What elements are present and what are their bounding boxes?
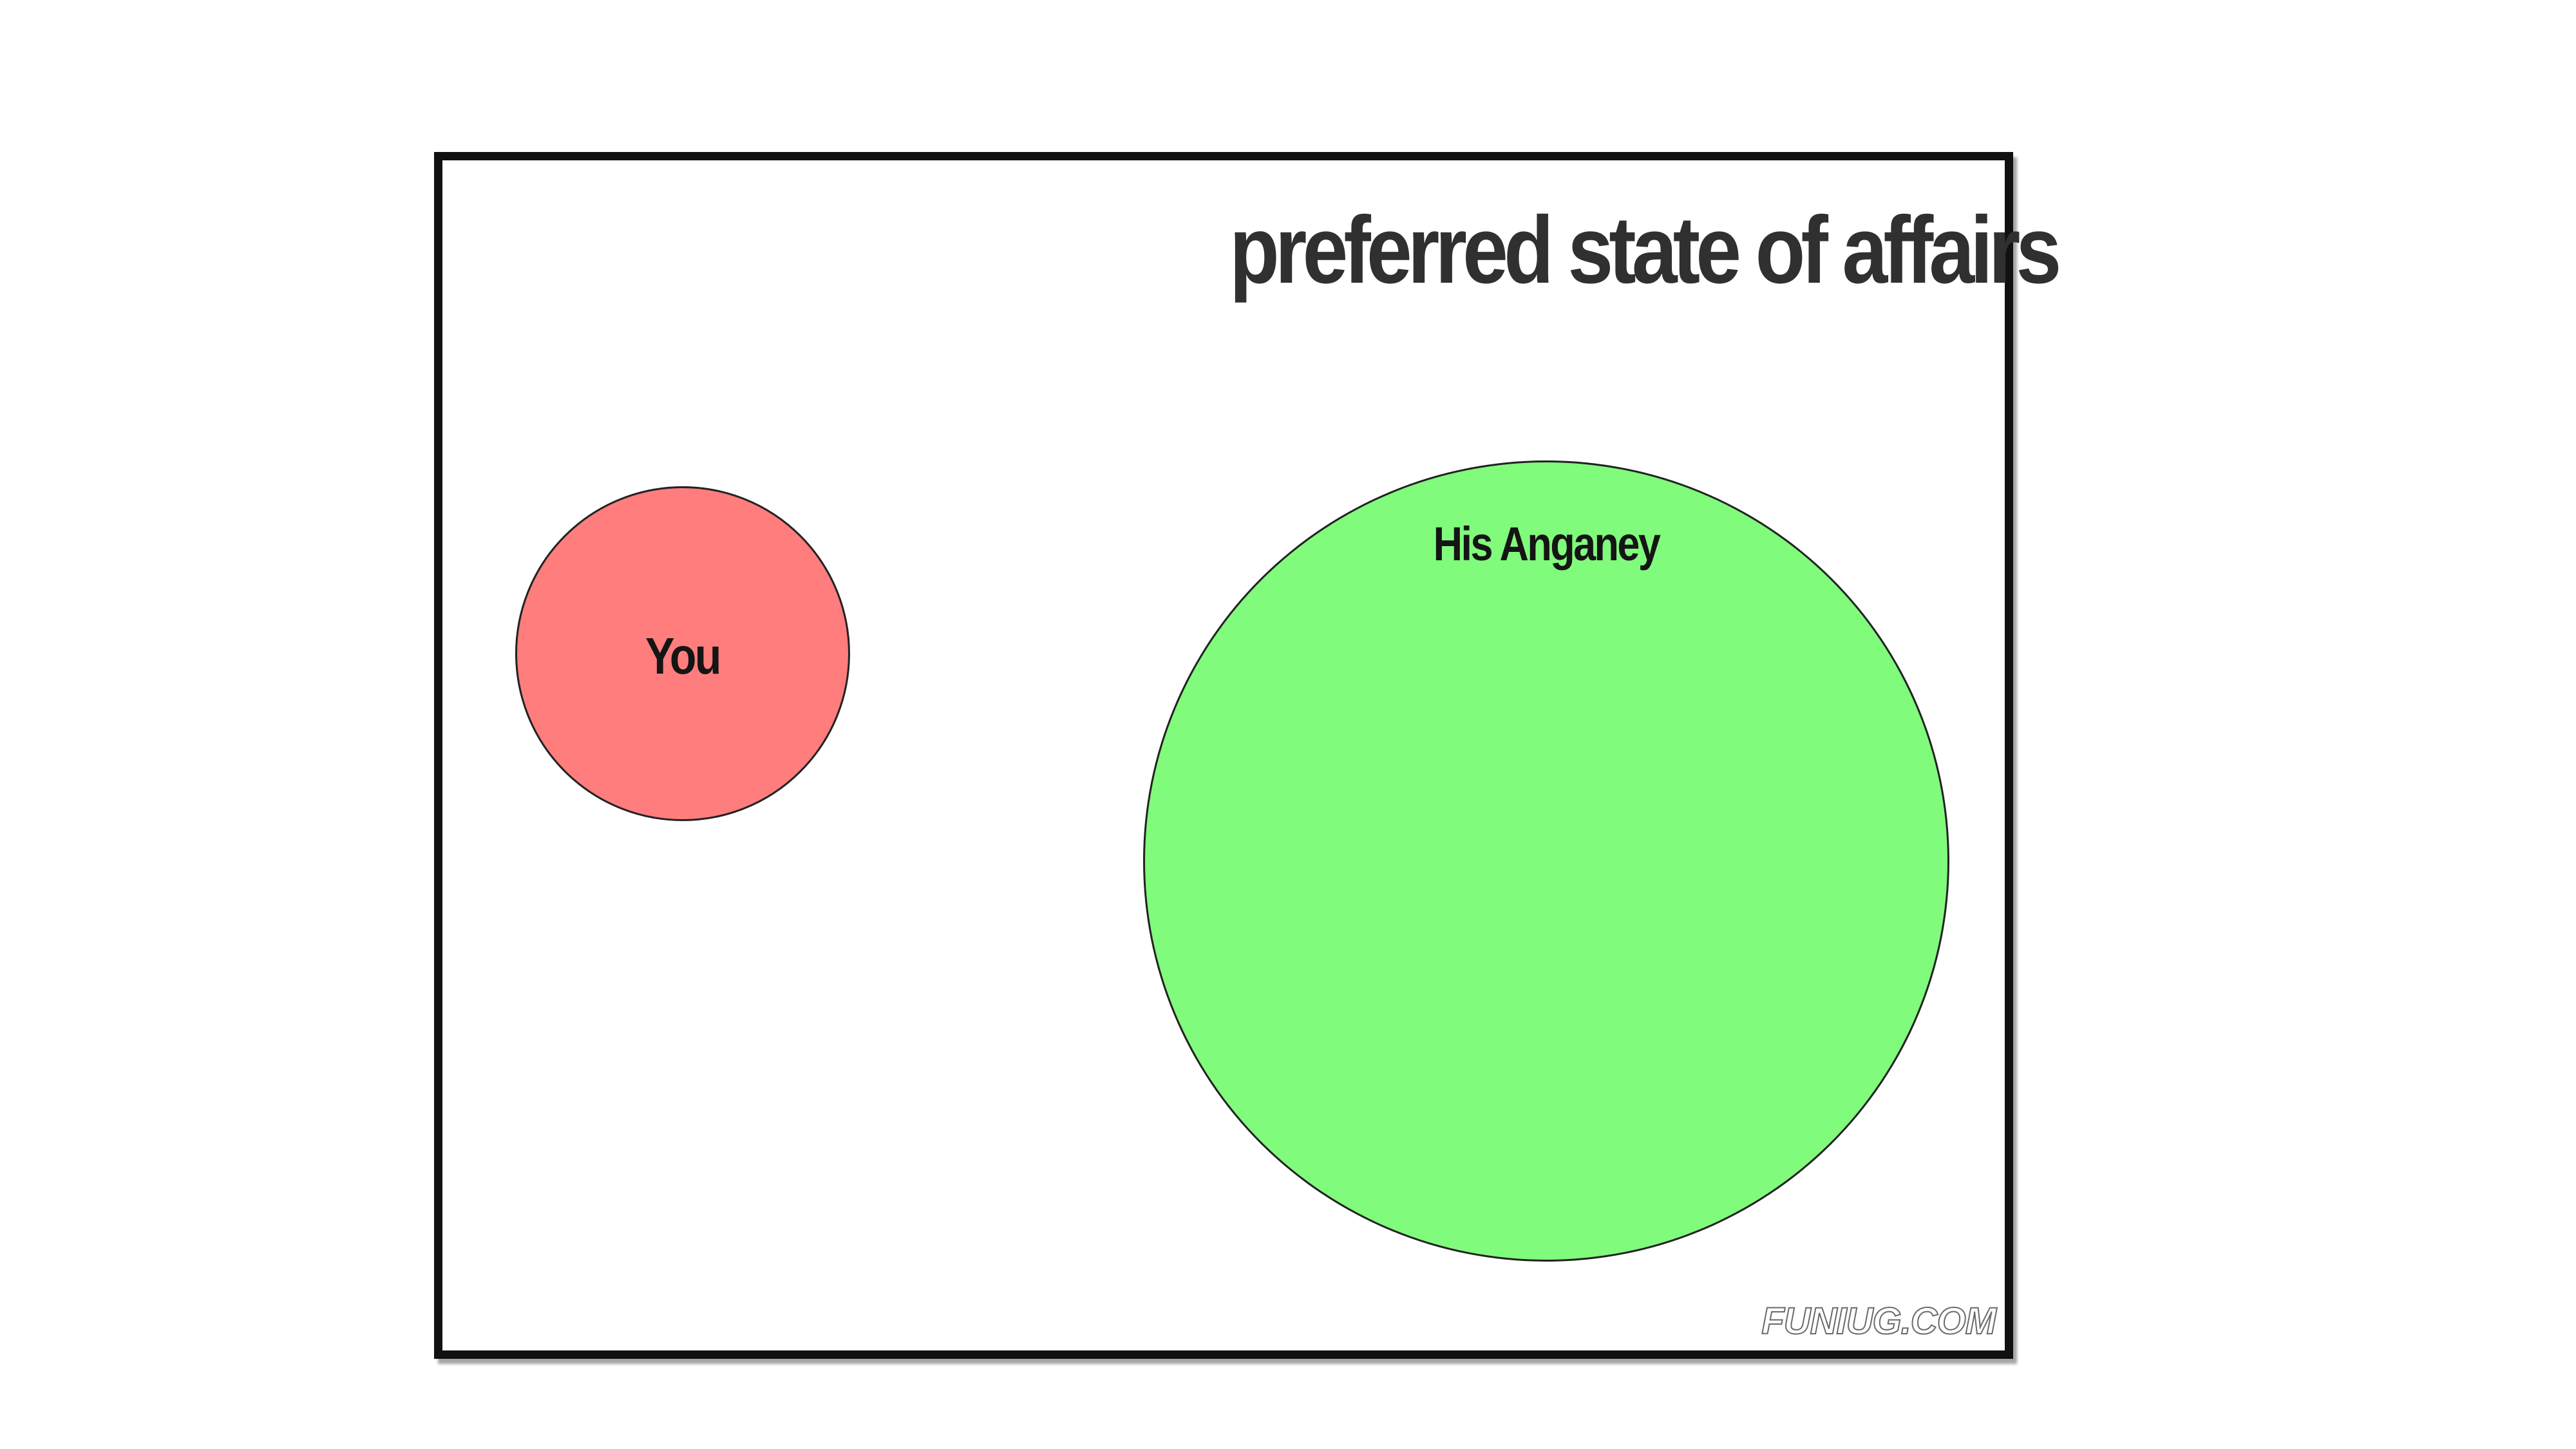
circle-his-anganey-label: His Anganey bbox=[1433, 517, 1661, 571]
circle-you: You bbox=[515, 486, 850, 821]
diagram-frame: preferred state of affairs You His Angan… bbox=[434, 152, 2061, 1359]
circle-his-anganey: His Anganey bbox=[1143, 460, 1949, 1262]
diagram-title: preferred state of affairs bbox=[1229, 197, 2061, 303]
watermark: FUNIUG.COM bbox=[1761, 1300, 1997, 1343]
circle-you-label: You bbox=[645, 627, 721, 685]
